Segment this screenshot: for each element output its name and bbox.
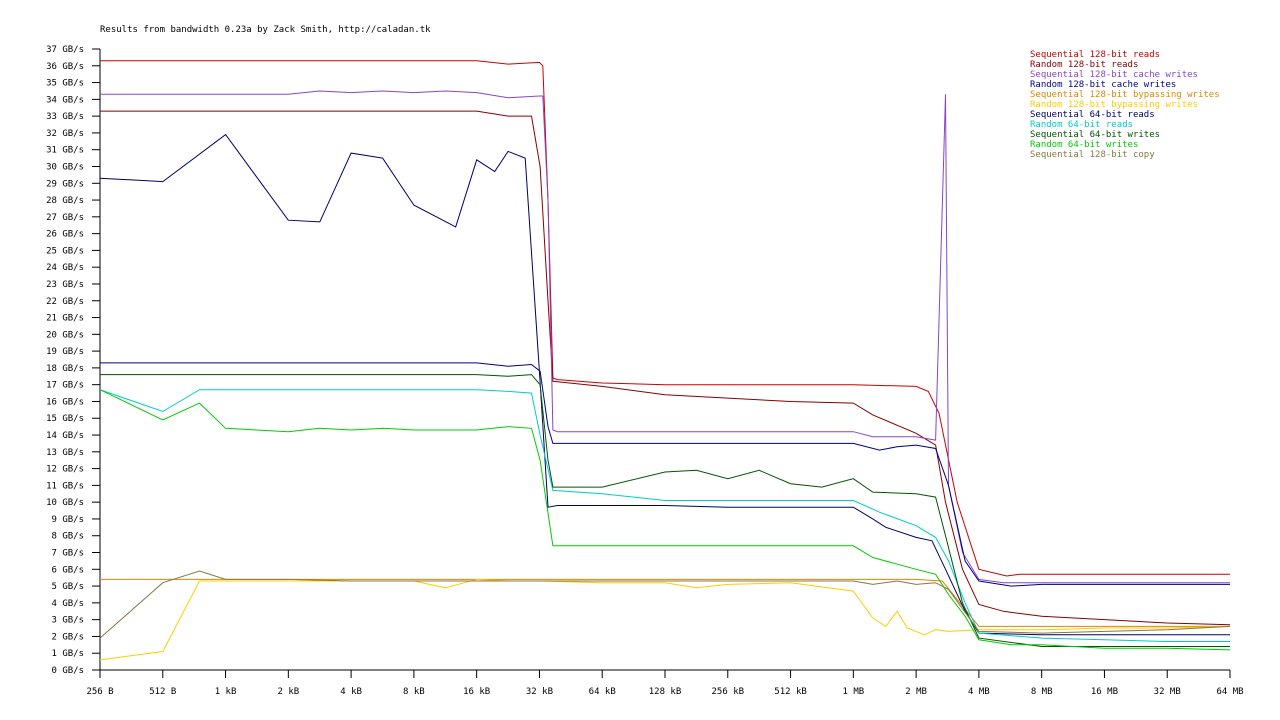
series-line <box>100 90 1230 584</box>
y-tick-label: 30 GB/s <box>46 162 84 172</box>
x-tick-label: 16 MB <box>1091 687 1118 697</box>
legend-entry: Sequential 64-bit writes <box>1030 130 1160 140</box>
y-tick-label: 20 GB/s <box>46 330 84 340</box>
y-tick-label: 33 GB/s <box>46 112 84 122</box>
x-tick-label: 64 MB <box>1216 687 1243 697</box>
legend-entry: Random 128-bit cache writes <box>1030 80 1176 90</box>
y-tick-label: 16 GB/s <box>46 397 84 407</box>
y-tick-label: 2 GB/s <box>51 632 84 642</box>
x-tick-label: 1 MB <box>842 687 864 697</box>
series-line <box>100 110 1231 626</box>
y-tick-label: 5 GB/s <box>51 582 84 592</box>
y-tick-label: 28 GB/s <box>46 196 84 206</box>
y-tick-label: 13 GB/s <box>46 448 84 458</box>
legend-entry: Random 64-bit writes <box>1030 140 1138 150</box>
y-tick-label: 11 GB/s <box>46 481 84 491</box>
y-tick-label: 24 GB/s <box>46 263 84 273</box>
y-tick-label: 12 GB/s <box>46 465 84 475</box>
series-line <box>100 578 1230 627</box>
y-tick-label: 27 GB/s <box>46 213 84 223</box>
x-tick-label: 4 MB <box>968 687 990 697</box>
legend-entry: Sequential 128-bit reads <box>1030 50 1160 60</box>
x-tick-label: 4 kB <box>340 687 362 697</box>
series-line <box>99 389 1230 642</box>
y-tick-label: 29 GB/s <box>46 179 84 189</box>
x-tick-label: 8 MB <box>1031 687 1053 697</box>
y-tick-label: 37 GB/s <box>46 45 84 55</box>
y-tick-label: 9 GB/s <box>51 515 84 525</box>
x-tick-label: 512 kB <box>774 687 807 697</box>
series-line <box>100 362 1230 587</box>
y-tick-label: 19 GB/s <box>46 347 84 357</box>
chart-title: Results from bandwidth 0.23a by Zack Smi… <box>100 25 431 35</box>
x-tick-label: 32 MB <box>1154 687 1181 697</box>
series-line <box>100 374 1230 647</box>
y-tick-label: 4 GB/s <box>51 599 84 609</box>
axes: 0 GB/s 1 GB/s 2 GB/s 3 GB/s 4 GB/s 5 GB/s 6 GB… <box>46 45 1243 697</box>
y-tick-label: 17 GB/s <box>46 381 84 391</box>
x-tick-label: 64 kB <box>589 687 616 697</box>
x-tick-label: 256 B <box>86 687 113 697</box>
y-tick-label: 34 GB/s <box>46 95 84 105</box>
legend-entry: Sequential 128-bit bypassing writes <box>1030 90 1220 100</box>
y-tick-label: 8 GB/s <box>51 532 84 542</box>
series-line <box>99 133 1230 636</box>
y-tick-label: 18 GB/s <box>46 364 84 374</box>
y-tick-label: 23 GB/s <box>46 280 84 290</box>
y-tick-label: 35 GB/s <box>46 79 84 89</box>
legend-entry: Sequential 128-bit copy <box>1030 150 1155 160</box>
x-tick-label: 512 B <box>149 687 176 697</box>
y-tick-label: 22 GB/s <box>46 297 84 307</box>
x-tick-label: 1 kB <box>215 687 237 697</box>
y-tick-label: 21 GB/s <box>46 314 84 324</box>
x-tick-label: 32 kB <box>526 687 553 697</box>
y-tick-label: 7 GB/s <box>51 549 84 559</box>
x-tick-label: 2 MB <box>905 687 927 697</box>
x-tick-label: 8 kB <box>403 687 425 697</box>
y-tick-label: 1 GB/s <box>51 649 84 659</box>
legend-entry: Sequential 64-bit reads <box>1030 110 1155 120</box>
x-tick-label: 2 kB <box>277 687 299 697</box>
y-tick-label: 15 GB/s <box>46 414 84 424</box>
series-line <box>99 389 1231 651</box>
y-tick-label: 25 GB/s <box>46 246 84 256</box>
y-tick-label: 32 GB/s <box>46 129 84 139</box>
y-tick-label: 14 GB/s <box>46 431 84 441</box>
series-lines <box>99 60 1231 661</box>
series-line <box>99 578 1231 661</box>
y-tick-label: 6 GB/s <box>51 565 84 575</box>
legend-entry: Random 128-bit bypassing writes <box>1030 100 1198 110</box>
legend-entry: Random 128-bit reads <box>1030 60 1138 70</box>
legend-entry: Random 64-bit reads <box>1030 120 1133 130</box>
y-tick-label: 0 GB/s <box>51 666 84 676</box>
y-tick-label: 31 GB/s <box>46 146 84 156</box>
x-tick-label: 128 kB <box>649 687 682 697</box>
series-line <box>100 60 1230 577</box>
x-tick-label: 16 kB <box>463 687 490 697</box>
x-tick-label: 256 kB <box>712 687 745 697</box>
legend-entry: Sequential 128-bit cache writes <box>1030 70 1198 80</box>
y-tick-label: 36 GB/s <box>46 62 84 72</box>
y-tick-label: 26 GB/s <box>46 230 84 240</box>
y-tick-label: 10 GB/s <box>46 498 84 508</box>
series-line <box>99 570 1231 639</box>
y-tick-label: 3 GB/s <box>51 616 84 626</box>
